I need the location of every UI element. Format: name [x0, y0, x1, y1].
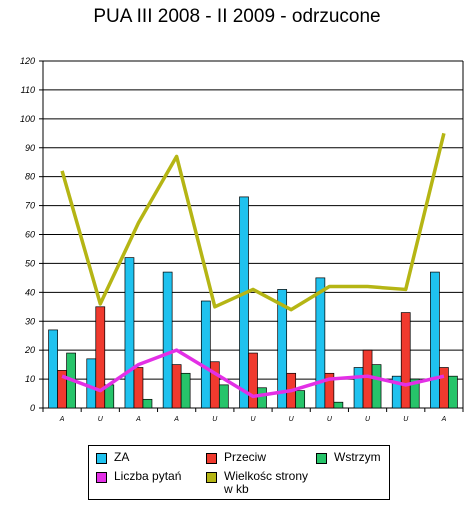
bar-wstrzym [218, 384, 229, 409]
legend-item: Przeciw [206, 451, 266, 464]
y-tick-label: 100 [20, 114, 35, 124]
x-tick-label: U [289, 416, 295, 423]
bar-przeciw [171, 364, 182, 409]
x-tick-label: U [98, 416, 104, 423]
x-tick-label: A [59, 416, 65, 423]
legend-label: Przeciw [224, 450, 267, 464]
bar-przeciw [248, 352, 258, 409]
bar-wstrzym [371, 364, 382, 409]
bar-za [200, 300, 211, 409]
x-tick-label: U [365, 416, 371, 423]
bar-przeciw [362, 349, 373, 409]
legend-item: Wstrzym [316, 451, 381, 464]
y-tick-label: 10 [25, 374, 35, 384]
bar-wstrzym [295, 390, 306, 409]
legend-swatch [96, 472, 107, 483]
y-tick-label: 0 [30, 403, 35, 413]
y-tick-label: 70 [25, 201, 35, 211]
legend-item: Wielkośc strony w kb [206, 470, 308, 496]
bar-za [430, 271, 440, 409]
bar-za [353, 367, 364, 409]
x-tick-label: U [250, 416, 256, 423]
legend-swatch [96, 453, 107, 464]
x-tick-label: U [212, 416, 218, 423]
bar-przeciw [400, 312, 411, 409]
legend-swatch [206, 472, 217, 483]
bar-wstrzym [180, 372, 191, 409]
y-tick-label: 40 [25, 287, 35, 297]
chart-plot: 0 10 20 30 40 50 60 70 80 90 100 110 120 A U A A U U U U U U A [20, 56, 464, 423]
legend-label: Wstrzym [334, 450, 381, 464]
bar-przeciw [439, 367, 449, 409]
x-tick-label: A [441, 416, 447, 423]
bar-za [239, 196, 249, 409]
bar-za [48, 329, 58, 409]
y-tick-label: 20 [24, 345, 35, 355]
bar-wstrzym [257, 387, 267, 409]
legend-swatch [206, 453, 217, 464]
bar-przeciw [95, 306, 106, 409]
bar-przeciw [209, 361, 220, 409]
bar-za [162, 271, 173, 409]
bar-wstrzym [448, 375, 458, 409]
bar-wstrzym [333, 401, 344, 409]
x-tick-label: A [135, 416, 141, 423]
y-tick-label: 120 [20, 56, 35, 66]
y-tick-label: 110 [21, 85, 35, 95]
legend-swatch [316, 453, 327, 464]
bar-za [86, 358, 97, 409]
bar-za [277, 289, 288, 409]
y-tick-label: 50 [25, 258, 35, 268]
y-tick-label: 30 [25, 316, 35, 326]
bar-za [315, 277, 326, 409]
bar-przeciw [324, 372, 335, 409]
x-tick-label: A [173, 416, 179, 423]
x-tick-label: U [327, 416, 333, 423]
line-liczba-pytan [61, 348, 445, 399]
legend-item: Liczba pytań [96, 470, 181, 483]
legend-label: ZA [114, 450, 130, 464]
x-tick-label: U [403, 416, 409, 423]
legend-label: Liczba pytań [114, 469, 182, 483]
chart-title: PUA III 2008 - II 2009 - odrzucone [93, 6, 381, 27]
legend-item: ZA [96, 451, 129, 464]
bar-przeciw [133, 367, 144, 409]
bar-za [124, 257, 135, 409]
y-tick-label: 90 [25, 143, 35, 153]
y-tick-label: 80 [25, 172, 35, 182]
bar-wstrzym [409, 378, 420, 409]
y-tick-label: 60 [25, 230, 35, 240]
bar-wstrzym [142, 398, 153, 409]
legend-label: Wielkośc strony w kb [224, 469, 309, 496]
legend: ZA Przeciw Wstrzym Liczba pytań Wielkośc str… [88, 445, 390, 500]
line-wielkosc-strony [60, 132, 446, 312]
